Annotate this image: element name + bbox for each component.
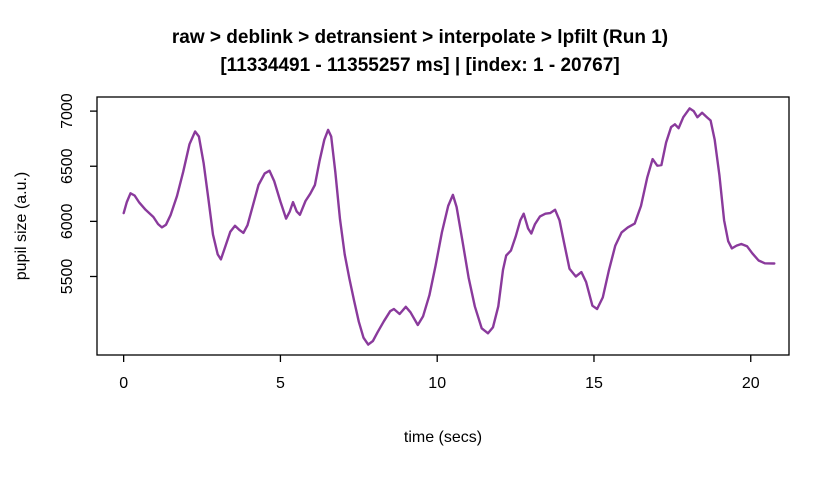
- y-axis-tick-label: 7000: [59, 93, 76, 129]
- x-axis-tick-label: 15: [585, 375, 603, 392]
- x-axis-tick-label: 0: [119, 375, 128, 392]
- x-axis-tick-label: 20: [742, 375, 760, 392]
- plot-title: raw > deblink > detransient > interpolat…: [171, 27, 669, 48]
- y-axis-label: pupil size (a.u.): [13, 171, 30, 281]
- y-axis-tick-label: 5500: [59, 259, 76, 295]
- plot-box: [96, 96, 790, 356]
- y-axis-tick-label: 6500: [59, 148, 76, 184]
- x-axis-tick-label: 10: [428, 375, 446, 392]
- plot-subtitle: [11334491 - 11355257 ms] | [index: 1 - 2…: [220, 55, 620, 76]
- y-axis-tick-label: 6000: [59, 203, 76, 239]
- data-line: [122, 107, 776, 346]
- x-axis-tick-label: 5: [276, 375, 285, 392]
- x-axis-label: time (secs): [403, 429, 483, 446]
